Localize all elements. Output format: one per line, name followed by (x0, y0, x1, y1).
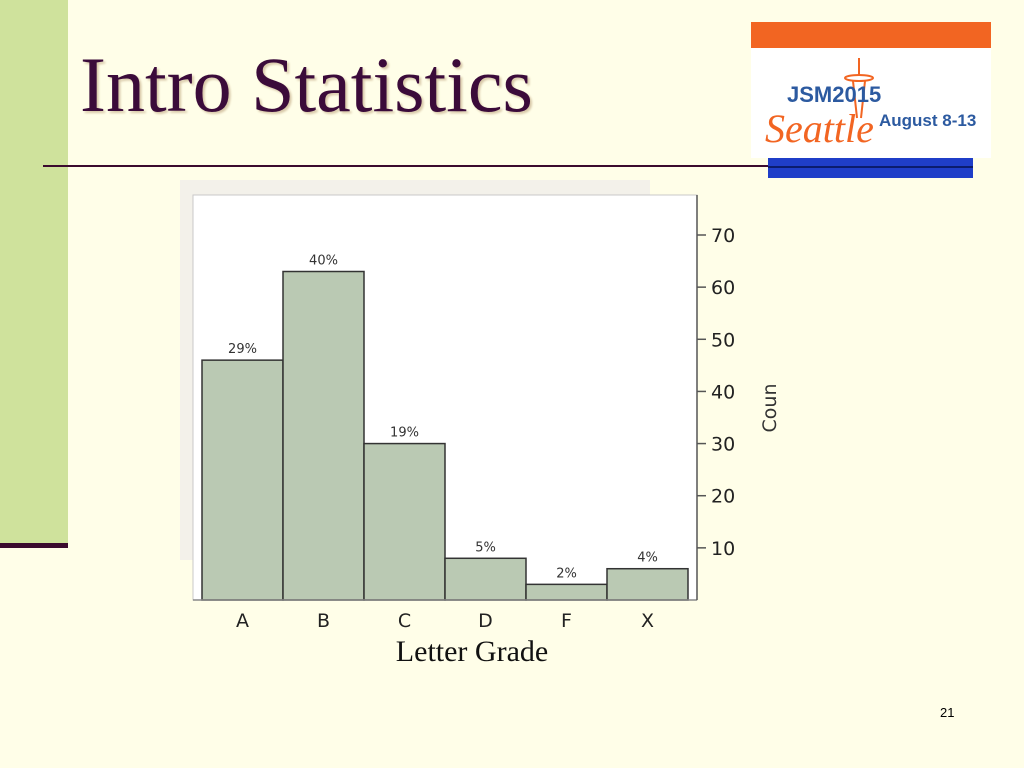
page-number: 21 (940, 705, 955, 720)
y-tick-label-60: 60 (711, 277, 735, 299)
title-divider (43, 165, 973, 167)
x-tick-label-a: A (236, 610, 249, 632)
y-tick-label-30: 30 (711, 434, 735, 456)
logo-graphic: JSM2015 Seattle August 8-13 (765, 58, 976, 151)
data-label-c: 19% (390, 426, 419, 441)
logo-orange-band (751, 22, 991, 48)
x-tick-label-b: B (317, 610, 330, 632)
bar-b (282, 270, 365, 601)
data-label-b: 40% (309, 254, 338, 269)
left-accent-bar-foot (0, 543, 68, 548)
x-axis-title: Letter Grade (396, 635, 548, 668)
data-labels-group: 29% 40% 19% 5% 2% 4% (228, 254, 658, 582)
slide-title: Intro Statistics (80, 41, 533, 128)
y-tick-label-50: 50 (711, 329, 735, 351)
data-label-f: 2% (556, 566, 577, 581)
y-tick-label-20: 20 (711, 486, 735, 508)
logo-year-text: JSM2015 (787, 82, 881, 107)
bars-group (201, 270, 689, 601)
bar-d (444, 557, 527, 601)
left-accent-bar (0, 0, 68, 546)
logo-city-text: Seattle (765, 106, 874, 151)
x-tick-label-d: D (478, 610, 493, 632)
bar-c (363, 442, 446, 601)
x-tick-label-x: X (641, 610, 654, 632)
logo-blue-band (768, 158, 973, 178)
bar-f (525, 583, 608, 601)
logo-dates-text: August 8-13 (879, 111, 976, 130)
x-tick-label-f: F (561, 610, 572, 632)
bar-a (201, 359, 284, 601)
jsm-logo: JSM2015 Seattle August 8-13 (751, 22, 991, 158)
y-tick-label-10: 10 (711, 538, 735, 560)
bar-x (606, 567, 689, 601)
space-needle-icon (844, 58, 874, 119)
y-tick-label-40: 40 (711, 381, 735, 403)
x-tick-label-c: C (398, 610, 411, 632)
data-label-d: 5% (475, 540, 496, 555)
y-tick-label-70: 70 (711, 225, 735, 247)
data-label-x: 4% (637, 551, 658, 566)
logo-blue-stripe (768, 166, 973, 168)
y-axis-title: Coun (759, 384, 781, 433)
grade-bar-chart: 29% 40% 19% 5% 2% 4% 10 20 30 40 50 60 70 A B C D F X Le… (192, 194, 781, 668)
y-ticks-group: 10 20 30 40 50 60 70 (697, 225, 735, 560)
data-label-a: 29% (228, 342, 257, 357)
